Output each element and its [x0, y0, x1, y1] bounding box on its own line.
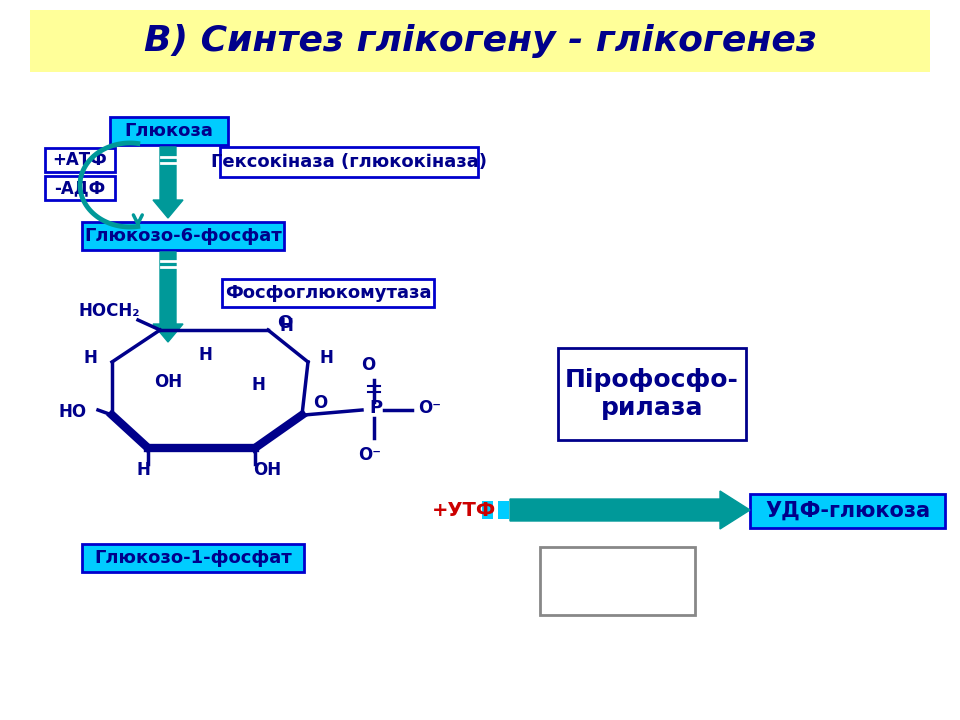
FancyBboxPatch shape [540, 547, 695, 615]
FancyBboxPatch shape [45, 176, 115, 200]
Polygon shape [153, 147, 183, 218]
Text: -АДФ: -АДФ [55, 179, 106, 197]
Text: НОСН₂: НОСН₂ [78, 302, 139, 320]
Text: H: H [136, 461, 150, 479]
Text: O⁻: O⁻ [418, 399, 441, 417]
Text: Фосфоглюкомутаза: Фосфоглюкомутаза [225, 284, 431, 302]
FancyBboxPatch shape [82, 222, 284, 250]
FancyBboxPatch shape [45, 148, 115, 172]
Text: H: H [252, 376, 265, 394]
FancyBboxPatch shape [30, 10, 930, 72]
FancyBboxPatch shape [82, 544, 304, 572]
Text: O: O [313, 394, 327, 412]
Text: Гексокіназа (глюкокіназа): Гексокіназа (глюкокіназа) [211, 153, 487, 171]
FancyBboxPatch shape [220, 147, 478, 177]
FancyBboxPatch shape [750, 494, 945, 528]
Polygon shape [153, 252, 183, 342]
Text: OH: OH [252, 461, 281, 479]
Text: Глюкоза: Глюкоза [125, 122, 213, 140]
Text: H: H [279, 317, 293, 335]
Text: В) Синтез глікогену - глікогенез: В) Синтез глікогену - глікогенез [144, 24, 816, 58]
FancyBboxPatch shape [110, 117, 228, 145]
Text: OH: OH [154, 373, 182, 391]
Text: O⁻: O⁻ [358, 446, 381, 464]
FancyBboxPatch shape [498, 501, 509, 519]
Text: O: O [277, 314, 293, 332]
Text: O: O [361, 356, 375, 374]
Text: Глюкозо-1-фосфат: Глюкозо-1-фосфат [94, 549, 292, 567]
Text: +АТФ: +АТФ [53, 151, 108, 169]
FancyBboxPatch shape [558, 348, 746, 440]
Text: Глюкозо-6-фосфат: Глюкозо-6-фосфат [84, 227, 282, 245]
Text: P: P [370, 399, 383, 417]
Text: Пірофосфо-
рилаза: Пірофосфо- рилаза [565, 368, 739, 420]
Text: H: H [84, 349, 97, 367]
Text: УДФ-глюкоза: УДФ-глюкоза [765, 501, 930, 521]
FancyBboxPatch shape [482, 501, 493, 519]
Polygon shape [510, 491, 750, 529]
FancyBboxPatch shape [222, 279, 434, 307]
Text: НО: НО [58, 403, 86, 421]
Text: H: H [319, 349, 333, 367]
Text: H: H [198, 346, 212, 364]
Text: +УТФ: +УТФ [432, 500, 496, 520]
